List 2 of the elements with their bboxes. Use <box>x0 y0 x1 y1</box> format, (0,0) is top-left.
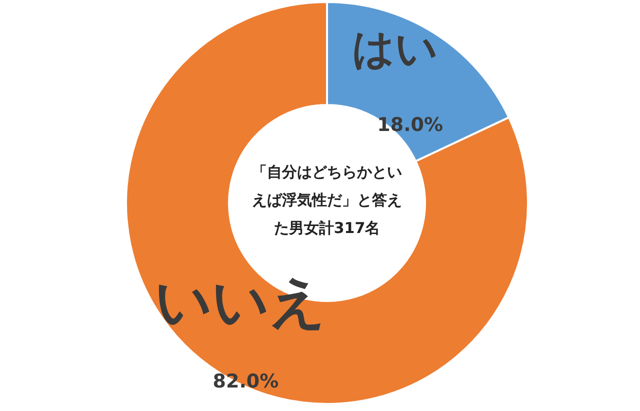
title: 「自分はどちらかといえば浮気性だ」と答えた男女計317名 <box>252 162 402 239</box>
slice-label: はい <box>352 24 438 73</box>
